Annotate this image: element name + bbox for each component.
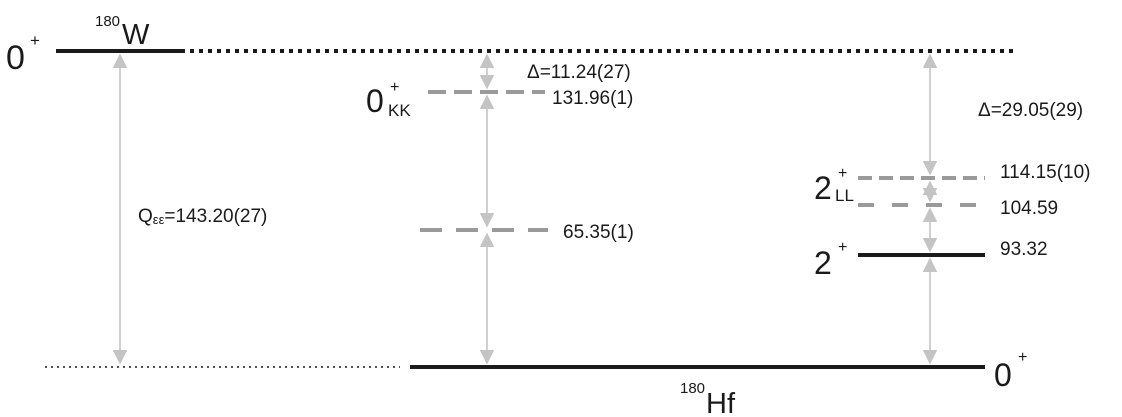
mid-level-energy: 65.35(1) (563, 222, 634, 243)
delta-ll-label: Δ=29.05(29) (978, 100, 1083, 121)
hf180-ground-spin: 0 (994, 357, 1012, 393)
w180-mass-number: 180 (95, 13, 120, 30)
ll-level-spin: 2 (814, 170, 832, 206)
q-value-label: Qεε=143.20(27) (138, 206, 267, 227)
w180-ground-spin: 0 (6, 39, 25, 77)
first-excited-parity: + (838, 239, 847, 256)
first-excited-spin: 2 (814, 245, 832, 281)
ll-level-parity: + (838, 165, 847, 182)
kk-level-parity: + (390, 79, 399, 96)
l2-level-energy: 104.59 (1000, 198, 1058, 219)
hf180-symbol: Hf (706, 388, 736, 417)
hf180-ground-parity: + (1018, 349, 1027, 366)
delta-kk-label: Δ=11.24(27) (527, 62, 631, 83)
ll-level-energy: 114.15(10) (1000, 162, 1091, 183)
kk-level-subscript: KK (388, 101, 411, 120)
kk-level-spin: 0 (366, 83, 384, 119)
ll-level-subscript: LL (835, 186, 854, 205)
hf180-mass-number: 180 (680, 380, 705, 397)
kk-level-energy: 131.96(1) (552, 88, 633, 109)
w180-symbol: W (122, 19, 150, 51)
first-excited-energy: 93.32 (1000, 239, 1048, 260)
w180-ground-parity: + (30, 31, 40, 50)
